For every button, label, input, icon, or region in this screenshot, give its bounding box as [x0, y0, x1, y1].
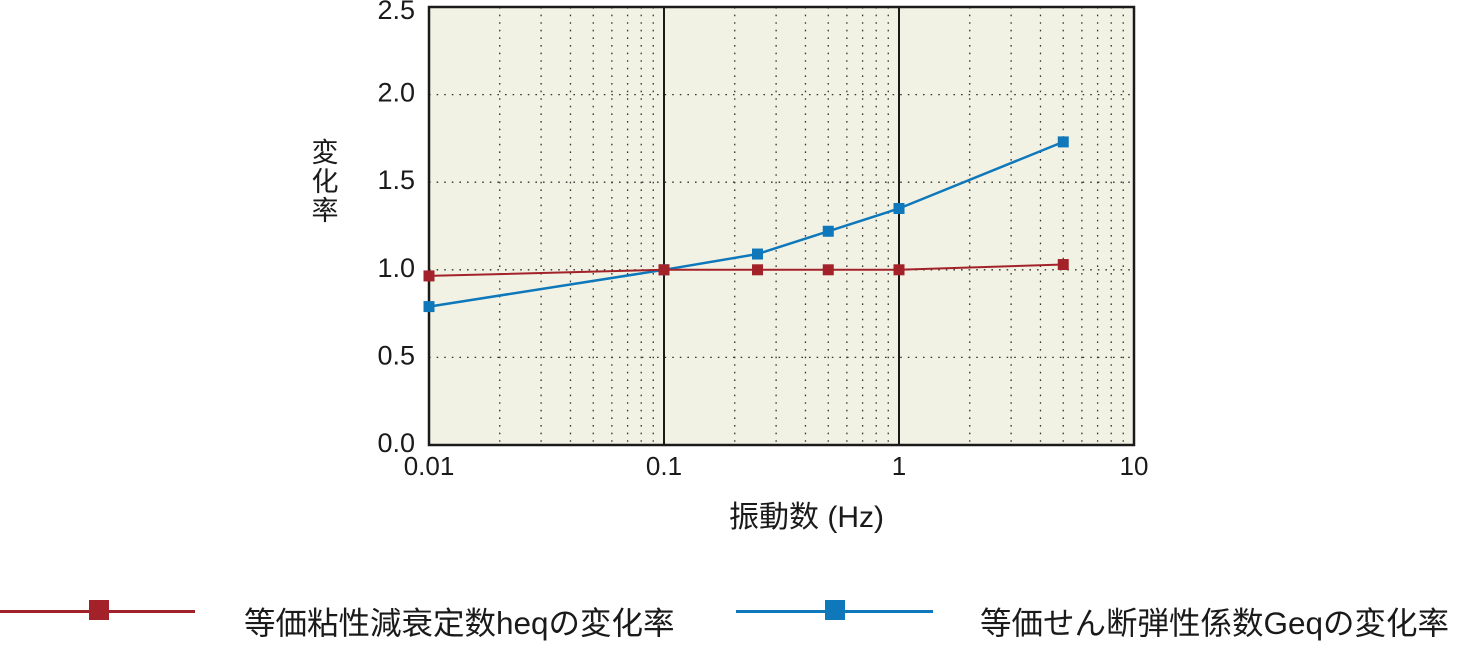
svg-text:2.0: 2.0: [377, 78, 415, 108]
svg-text:0.01: 0.01: [404, 451, 455, 481]
svg-text:1.5: 1.5: [377, 165, 415, 195]
svg-text:1: 1: [892, 451, 906, 481]
svg-text:10: 10: [1120, 451, 1149, 481]
svg-text:0.1: 0.1: [646, 451, 682, 481]
svg-text:0.5: 0.5: [377, 340, 415, 370]
svg-text:2.5: 2.5: [377, 0, 415, 25]
svg-text:1.0: 1.0: [377, 253, 415, 283]
